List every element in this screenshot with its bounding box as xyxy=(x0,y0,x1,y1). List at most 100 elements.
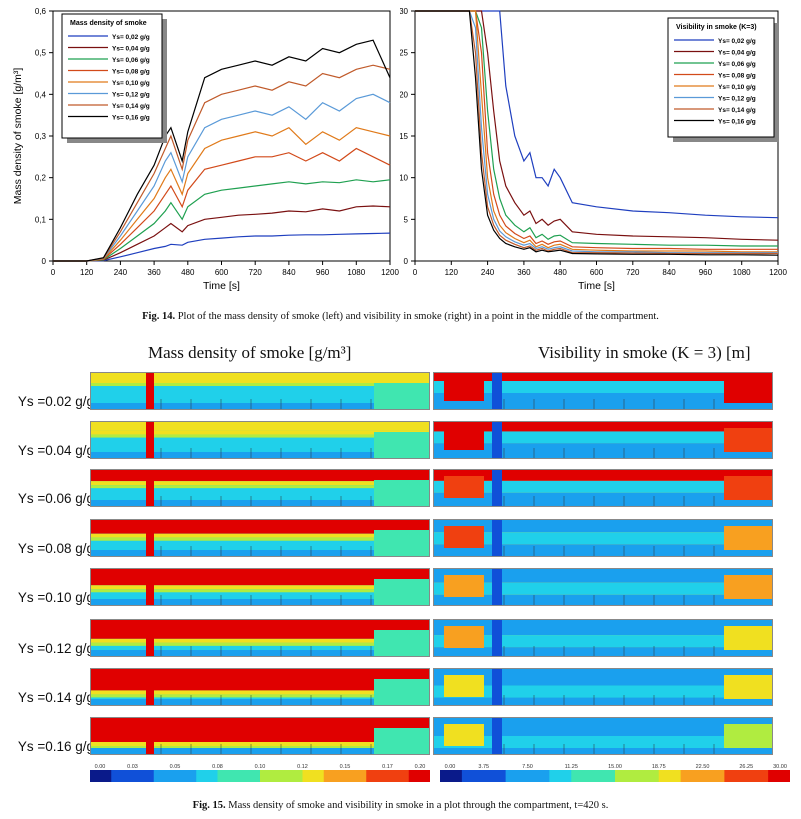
y-axis-label: Mass density of smoke [g/m³] xyxy=(12,68,24,205)
exit-region xyxy=(724,575,772,599)
plume-column xyxy=(492,669,502,705)
plume-column xyxy=(146,422,154,458)
x-tick-label: 120 xyxy=(445,268,459,277)
legend-entry: Ys= 0,04 g/g xyxy=(718,50,756,57)
legend-entry: Ys= 0,02 g/g xyxy=(112,34,150,41)
scale-tick-label: 0.05 xyxy=(170,764,181,770)
exit-region xyxy=(374,728,429,754)
upper-visibility-layer xyxy=(434,470,772,481)
lower-band xyxy=(434,748,772,754)
x-tick-label: 720 xyxy=(626,268,640,277)
scale-tick-label: 3.75 xyxy=(478,764,489,770)
floor-band xyxy=(91,452,429,458)
lower-band xyxy=(434,492,772,506)
legend-entry: Ys= 0,08 g/g xyxy=(112,69,150,76)
floor-band xyxy=(91,699,429,705)
figure15-caption-label: Fig. 15. xyxy=(192,800,226,811)
density-contour xyxy=(90,619,430,657)
scale-tick-label: 0.08 xyxy=(212,764,223,770)
transition-band xyxy=(91,638,429,643)
scale-cell xyxy=(366,770,388,782)
x-tick-label: 0 xyxy=(51,268,56,277)
exit-region xyxy=(724,626,772,650)
scale-cell xyxy=(571,770,594,782)
left-region xyxy=(444,428,484,450)
y-tick-label: 15 xyxy=(400,132,409,141)
density-contour xyxy=(90,717,430,755)
visibility-contour xyxy=(433,568,773,606)
scale-cell xyxy=(111,770,133,782)
density-contour-image xyxy=(91,520,429,556)
visibility-contour-image xyxy=(434,569,772,605)
scale-cell xyxy=(768,770,790,782)
density-color-scale: 0.00 0.03 0.05 0.08 0.10 0.12 0.15 0.17 0.20 xyxy=(90,764,430,782)
upper-visibility-layer xyxy=(434,569,772,583)
row-label: Ys =0.08 g/g xyxy=(17,541,94,556)
scale-tick-label: 11.25 xyxy=(565,764,578,770)
row-label: Ys =0.06 g/g xyxy=(17,491,94,506)
exit-region xyxy=(724,379,772,403)
density-contour-image xyxy=(91,422,429,458)
density-contour-image xyxy=(91,470,429,506)
transition-band xyxy=(91,694,429,698)
exit-region xyxy=(724,526,772,550)
scale-cell xyxy=(196,770,218,782)
x-tick-label: 360 xyxy=(517,268,531,277)
y-tick-label: 0,4 xyxy=(35,90,47,99)
floor-band xyxy=(91,550,429,556)
plume-column xyxy=(492,373,502,409)
series-line-3 xyxy=(415,10,778,247)
transition-band xyxy=(91,430,429,435)
x-tick-label: 120 xyxy=(80,268,94,277)
x-tick-label: 1080 xyxy=(733,268,751,277)
series-line-5 xyxy=(415,10,778,253)
lower-band xyxy=(434,443,772,458)
figure14-caption: Fig. 14. Plot of the mass density of smo… xyxy=(0,311,801,322)
plume-column xyxy=(492,718,502,754)
middle-band xyxy=(434,685,772,698)
density-contour xyxy=(90,668,430,706)
upper-visibility-layer xyxy=(434,520,772,533)
series-line-4 xyxy=(53,147,391,262)
scale-cell xyxy=(302,770,325,782)
scale-tick-label: 0.17 xyxy=(382,764,393,770)
legend-entry: Ys= 0,12 g/g xyxy=(112,92,150,99)
scale-cell xyxy=(549,770,572,782)
row-label: Ys =0.10 g/g xyxy=(17,590,94,605)
visibility-contour xyxy=(433,519,773,557)
legend-entry: Ys= 0,12 g/g xyxy=(718,96,756,103)
scale-cell xyxy=(461,770,485,782)
upper-smoke-layer xyxy=(91,470,429,482)
legend-entry: Ys= 0,04 g/g xyxy=(112,46,150,53)
floor-band xyxy=(91,599,429,605)
exit-region xyxy=(374,679,429,705)
y-tick-label: 0,2 xyxy=(35,174,47,183)
legend-entry: Ys= 0,06 g/g xyxy=(718,61,756,68)
legend-entry: Ys= 0,16 g/g xyxy=(718,119,756,126)
density-contour-image xyxy=(91,373,429,409)
exit-region xyxy=(724,724,772,748)
x-axis-label: Time [s] xyxy=(203,280,240,292)
series-line-8 xyxy=(415,10,779,256)
left-region xyxy=(444,675,484,697)
y-tick-label: 0,1 xyxy=(35,215,47,224)
figure14-caption-label: Fig. 14. xyxy=(142,311,176,322)
density-contour xyxy=(90,568,430,606)
x-tick-label: 1080 xyxy=(347,268,365,277)
scale-cell xyxy=(132,770,155,782)
scale-tick-label: 0.00 xyxy=(95,764,106,770)
x-tick-label: 960 xyxy=(316,268,330,277)
scale-cell xyxy=(260,770,282,782)
exit-region xyxy=(374,480,429,506)
scale-tick-label: 0.15 xyxy=(340,764,351,770)
visibility-contour-image xyxy=(434,422,772,458)
scale-tick-label: 0.03 xyxy=(127,764,138,770)
plume-column xyxy=(146,520,154,556)
scale-tick-label: 0.00 xyxy=(445,764,456,770)
upper-visibility-layer xyxy=(434,373,772,381)
legend-entry: Ys= 0,16 g/g xyxy=(112,115,150,122)
mass-density-chart: 0 120 240 360 480 600 720 840 960 1080 1200 0 0,1 0,2… xyxy=(12,7,399,292)
legend-entry: Ys= 0,06 g/g xyxy=(112,57,150,64)
middle-band xyxy=(434,635,772,648)
lower-band xyxy=(434,647,772,656)
